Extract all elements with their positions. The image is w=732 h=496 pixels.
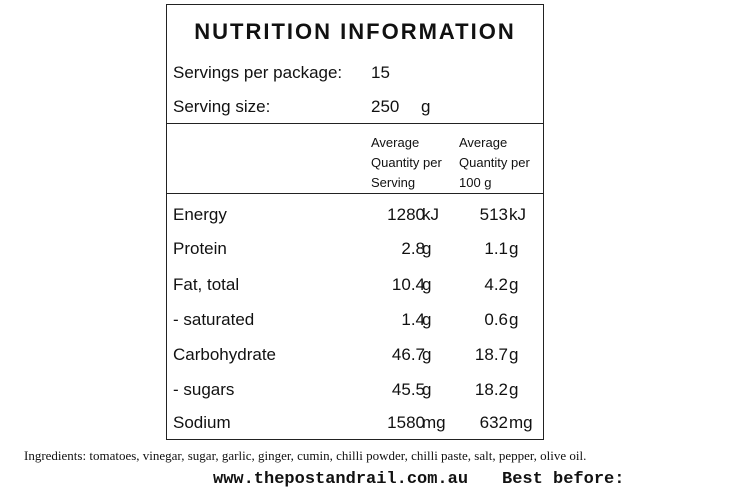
per-serving-unit: g: [422, 310, 432, 329]
nutrient-row-sodium: Sodium 1580 mg 632 mg: [167, 413, 543, 445]
serving-size-value: 250: [371, 97, 400, 116]
ingredients-text: Ingredients: tomatoes, vinegar, sugar, g…: [24, 448, 587, 463]
nutrient-row-energy: Energy 1280 kJ 513 kJ: [167, 205, 543, 237]
per-serving-unit: g: [422, 275, 432, 294]
per-100g-unit: mg: [509, 413, 533, 432]
nutrient-name: Protein: [173, 239, 227, 258]
per-100g-value: 18.7: [474, 345, 508, 364]
nutrient-row-fat-total: Fat, total 10.4 g 4.2 g: [167, 275, 543, 307]
col2-header-line: Average: [459, 135, 508, 150]
nutrient-name: - sugars: [173, 380, 235, 399]
per-serving-unit: g: [422, 345, 432, 364]
per-100g-value: 4.2: [484, 275, 508, 294]
nutrient-row-protein: Protein 2.8 g 1.1 g: [167, 239, 543, 271]
per-100g-unit: g: [509, 310, 519, 329]
col1-header-line: Quantity per: [371, 155, 442, 170]
per-serving-value: 1280: [387, 205, 425, 224]
per-serving-unit: mg: [422, 413, 446, 432]
per-100g-unit: kJ: [509, 205, 526, 224]
col2-header-line: Quantity per: [459, 155, 530, 170]
nutrient-name: Carbohydrate: [173, 345, 277, 364]
nutrient-name: Fat, total: [173, 275, 240, 294]
per-100g-value: 632: [479, 413, 508, 432]
per-100g-value: 0.6: [484, 310, 508, 329]
servings-label: Servings per package:: [173, 63, 343, 82]
panel-title: NUTRITION INFORMATION: [194, 19, 516, 44]
per-100g-value: 18.2: [474, 380, 508, 399]
nutrition-panel: NUTRITION INFORMATION Servings per packa…: [166, 4, 544, 440]
per-100g-value: 513: [479, 205, 508, 224]
nutrient-row-carbohydrate: Carbohydrate 46.7 g 18.7 g: [167, 345, 543, 377]
best-before-label: Best before:: [502, 470, 625, 489]
per-serving-unit: g: [422, 239, 432, 258]
col1-header-line: Serving: [371, 175, 416, 190]
divider-top: [167, 123, 543, 124]
per-serving-value: 45.5: [391, 380, 425, 399]
column-header-per-serving: Average Quantity per Serving: [371, 133, 442, 193]
nutrient-name: - saturated: [173, 310, 255, 329]
serving-size-label: Serving size:: [173, 97, 271, 116]
per-100g-value: 1.1: [484, 239, 508, 258]
nutrient-name: Sodium: [173, 413, 231, 432]
per-100g-unit: g: [509, 345, 519, 364]
website-url: www.thepostandrail.com.au: [213, 470, 469, 489]
per-serving-unit: g: [422, 380, 432, 399]
divider-header: [167, 193, 543, 194]
column-header-per-100g: Average Quantity per 100 g: [459, 133, 530, 193]
per-100g-unit: g: [509, 239, 519, 258]
per-serving-unit: kJ: [422, 205, 439, 224]
per-serving-value: 10.4: [391, 275, 425, 294]
col2-header-line: 100 g: [459, 175, 492, 190]
servings-value: 15: [371, 63, 390, 82]
per-serving-value: 2.8: [401, 239, 425, 258]
col1-header-line: Average: [371, 135, 420, 150]
nutrient-name: Energy: [173, 205, 227, 224]
per-serving-value: 1580: [387, 413, 425, 432]
per-serving-value: 46.7: [391, 345, 425, 364]
serving-size-unit: g: [421, 97, 431, 116]
per-serving-value: 1.4: [401, 310, 425, 329]
nutrient-row-saturated: - saturated 1.4 g 0.6 g: [167, 310, 543, 342]
per-100g-unit: g: [509, 275, 519, 294]
per-100g-unit: g: [509, 380, 519, 399]
nutrient-row-sugars: - sugars 45.5 g 18.2 g: [167, 380, 543, 412]
